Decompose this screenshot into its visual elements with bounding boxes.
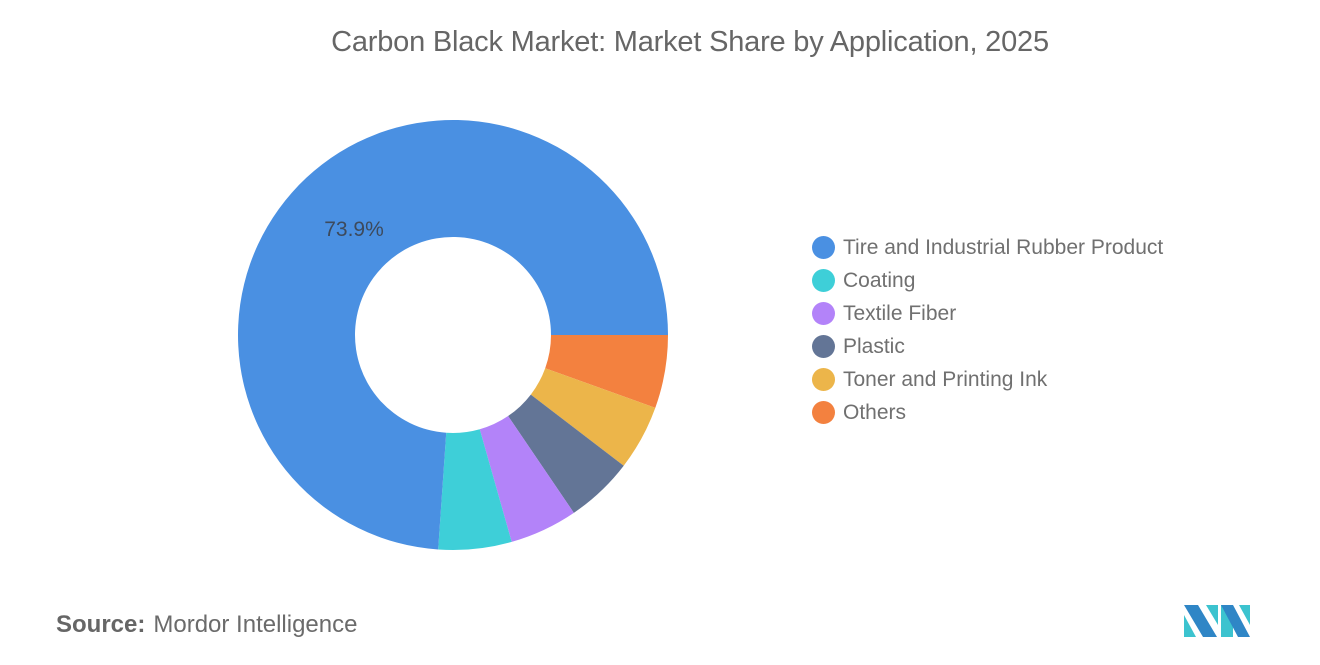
source-key: Source: bbox=[56, 611, 146, 638]
legend-label: Others bbox=[843, 400, 907, 424]
source-value: Mordor Intelligence bbox=[153, 611, 358, 638]
legend-label: Coating bbox=[843, 268, 916, 292]
legend-label: Plastic bbox=[843, 334, 905, 358]
donut-slices bbox=[238, 120, 668, 550]
slice-tire[interactable] bbox=[238, 120, 668, 550]
slice-coating[interactable] bbox=[438, 429, 512, 550]
legend-label: Textile Fiber bbox=[843, 301, 957, 325]
slice-label-tire: 73.9% bbox=[324, 218, 384, 241]
legend-dot-icon bbox=[812, 335, 835, 358]
legend-item-textile-fiber[interactable]: Textile Fiber bbox=[812, 297, 1163, 330]
legend-label: Toner and Printing Ink bbox=[843, 367, 1048, 391]
source-note: Source: Mordor Intelligence bbox=[56, 611, 357, 639]
legend-dot-icon bbox=[812, 401, 835, 424]
slice-toner[interactable] bbox=[530, 368, 656, 466]
legend-dot-icon bbox=[812, 302, 835, 325]
slice-plastic[interactable] bbox=[508, 394, 624, 513]
chart-title: Carbon Black Market: Market Share by App… bbox=[331, 26, 1049, 58]
legend-item-toner[interactable]: Toner and Printing Ink bbox=[812, 363, 1163, 396]
legend-item-plastic[interactable]: Plastic bbox=[812, 330, 1163, 363]
chart-legend: Tire and Industrial Rubber Product Coati… bbox=[812, 231, 1163, 429]
legend-item-tire[interactable]: Tire and Industrial Rubber Product bbox=[812, 231, 1163, 264]
legend-item-others[interactable]: Others bbox=[812, 396, 1163, 429]
slice-others[interactable] bbox=[545, 335, 668, 408]
legend-dot-icon bbox=[812, 368, 835, 391]
legend-label: Tire and Industrial Rubber Product bbox=[843, 235, 1164, 259]
legend-dot-icon bbox=[812, 269, 835, 292]
mordor-intelligence-logo-icon bbox=[1184, 605, 1250, 637]
legend-dot-icon bbox=[812, 236, 835, 259]
legend-item-coating[interactable]: Coating bbox=[812, 264, 1163, 297]
slice-textile-fiber[interactable] bbox=[479, 416, 574, 542]
